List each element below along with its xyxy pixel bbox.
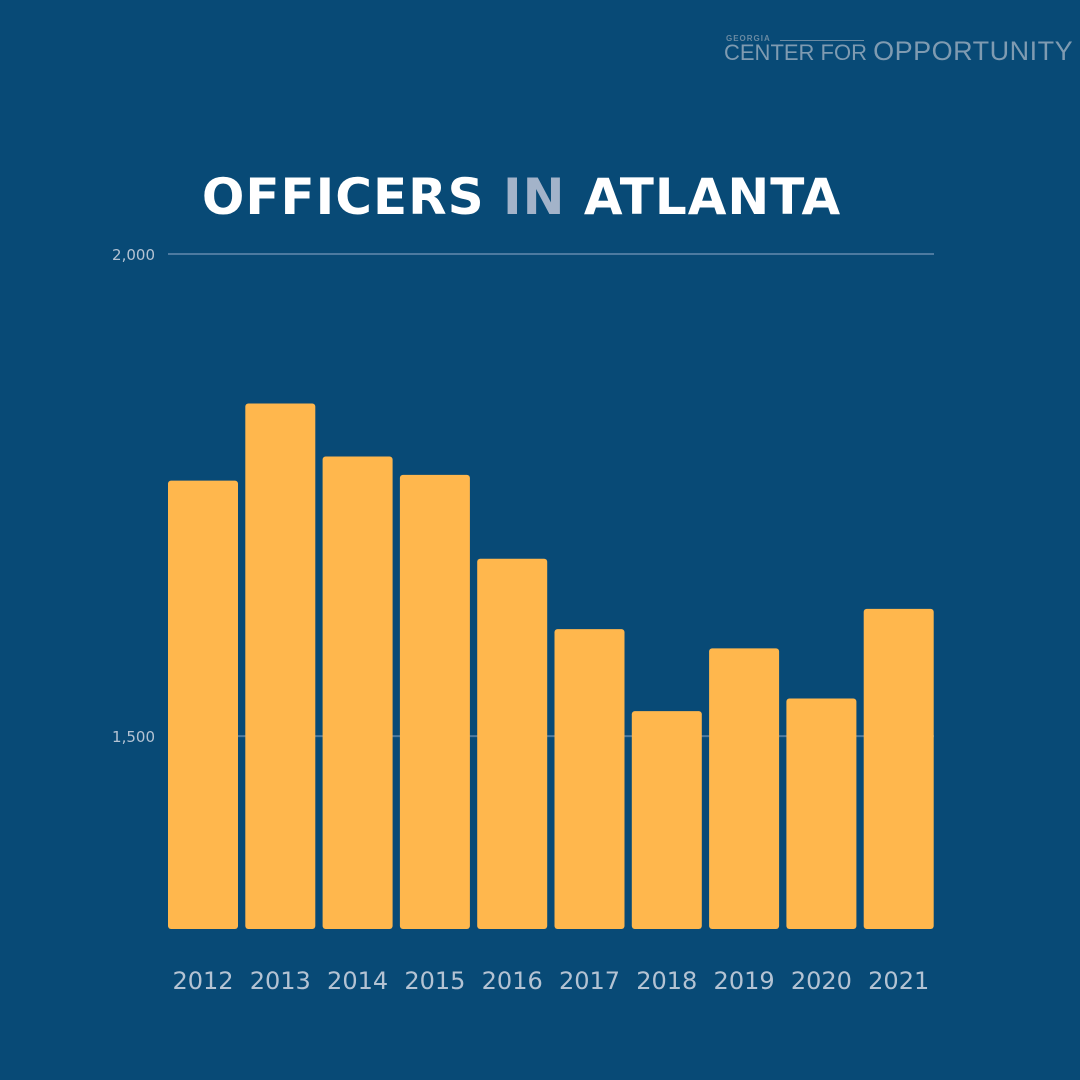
x-tick-label: 2012: [172, 967, 233, 995]
logo-text: CENTER FOR OPPORTUNITY: [724, 36, 1073, 67]
chart-title: OFFICERS IN ATLANTA: [0, 168, 1043, 226]
bar: [863, 608, 934, 929]
bar: [322, 456, 393, 929]
bar: [245, 403, 316, 929]
bar: [554, 629, 625, 929]
y-tick-label: 1,500: [112, 728, 155, 746]
logo: GEORGIA CENTER FOR OPPORTUNITY: [722, 34, 1073, 74]
x-tick-label: 2015: [404, 967, 465, 995]
title-part-officers: OFFICERS: [201, 168, 485, 226]
x-tick-label: 2016: [482, 967, 543, 995]
logo-rule: [780, 40, 864, 41]
x-tick-label: 2014: [327, 967, 388, 995]
bar: [631, 711, 702, 929]
bar: [399, 474, 470, 929]
x-tick-label: 2019: [714, 967, 775, 995]
bar: [786, 698, 857, 929]
title-part-in: IN: [503, 168, 566, 226]
x-tick-label: 2018: [636, 967, 697, 995]
x-tick-label: 2021: [868, 967, 929, 995]
bar: [477, 558, 548, 929]
bar: [709, 648, 780, 929]
x-tick-label: 2013: [250, 967, 311, 995]
title-part-atlanta: ATLANTA: [583, 168, 842, 226]
y-tick-label: 2,000: [112, 246, 155, 264]
logo-big-text: OPPORTUNITY: [873, 36, 1074, 66]
x-tick-label: 2017: [559, 967, 620, 995]
logo-state-text: GEORGIA: [726, 34, 771, 43]
logo-line-text: CENTER FOR: [724, 40, 867, 65]
bar: [168, 480, 238, 929]
x-tick-label: 2020: [791, 967, 852, 995]
